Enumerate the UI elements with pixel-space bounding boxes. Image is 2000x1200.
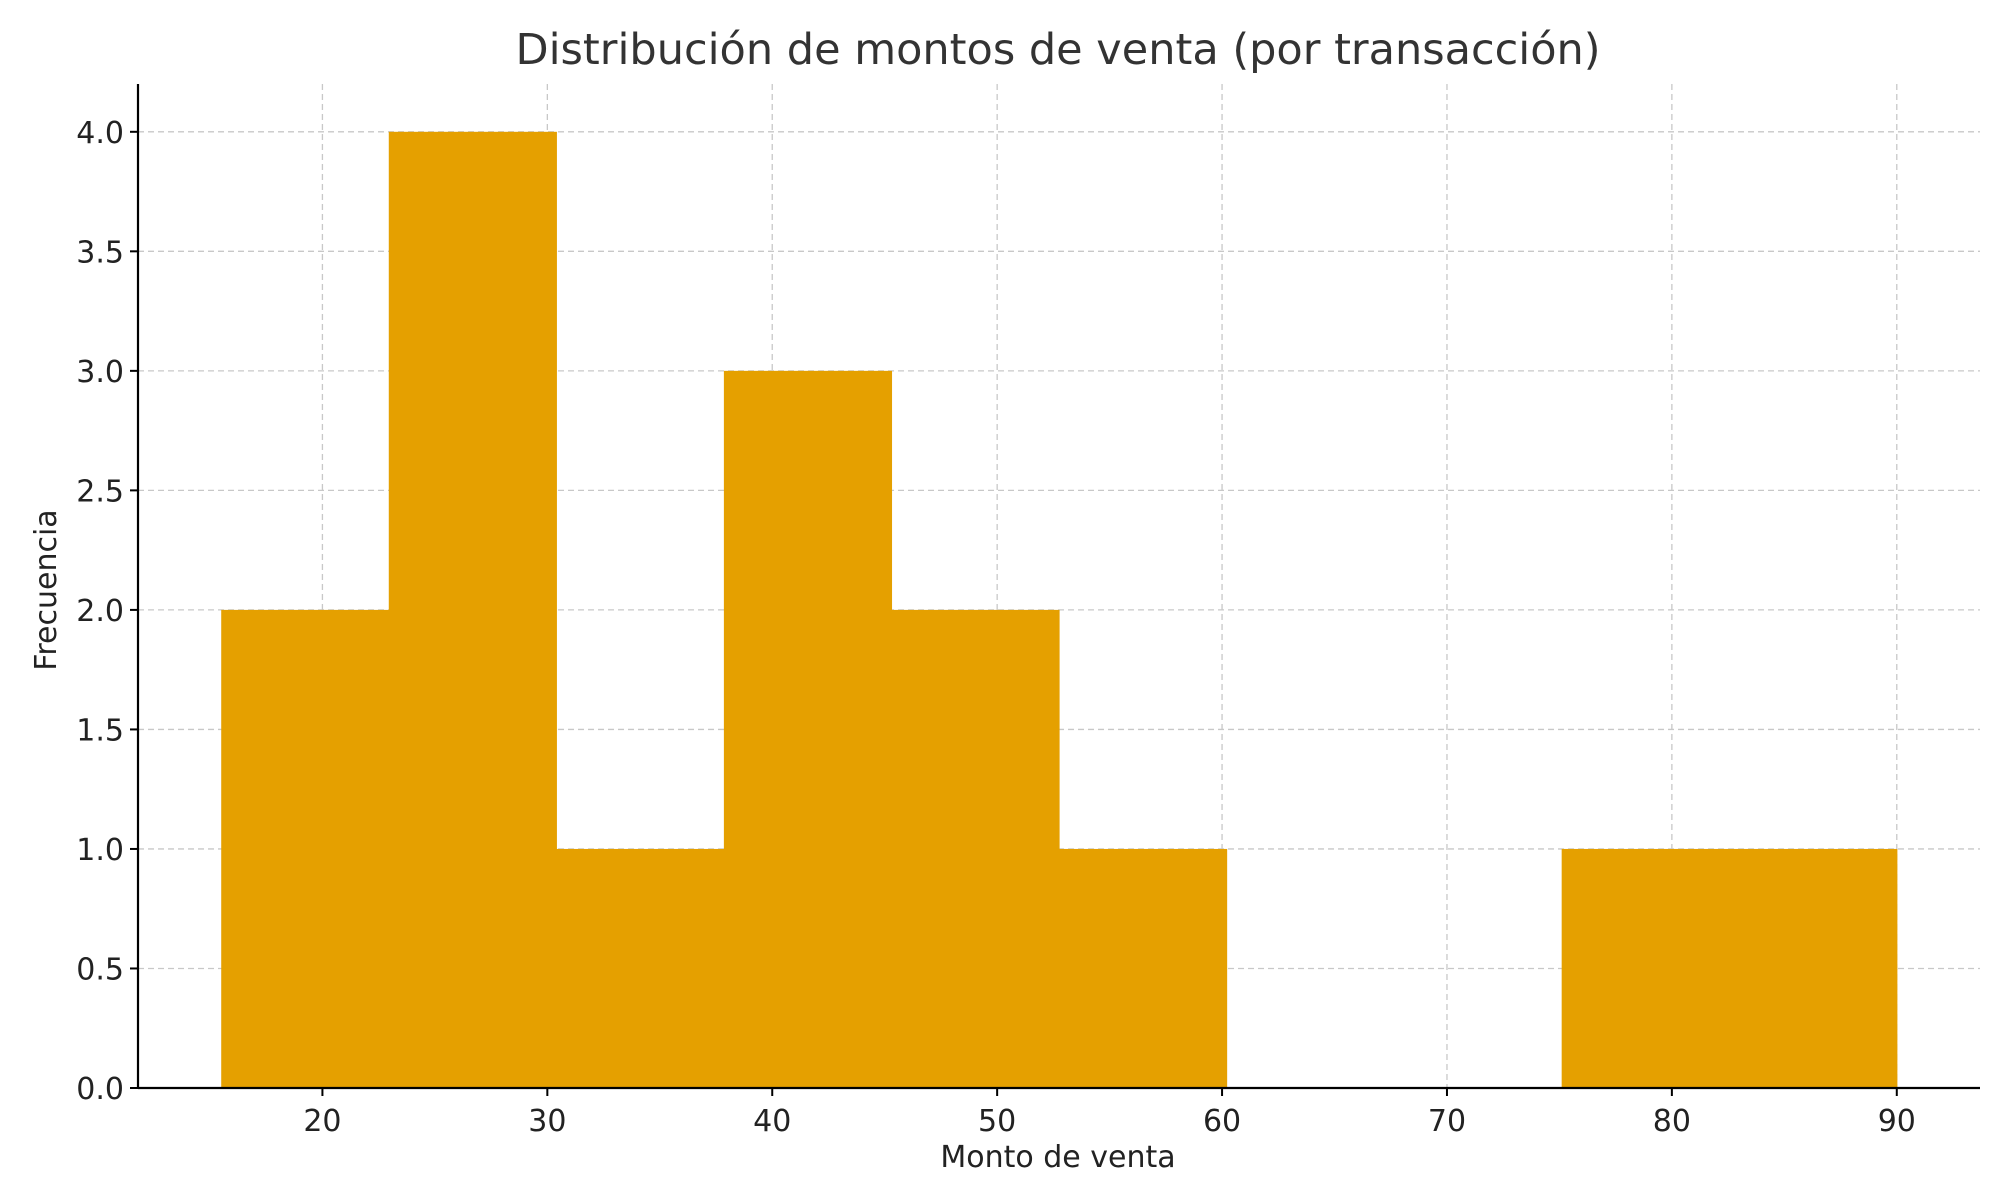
histogram-bar bbox=[388, 131, 557, 1089]
x-tick-label: 80 bbox=[1653, 1104, 1691, 1139]
y-tick-label: 3.0 bbox=[76, 355, 124, 390]
histogram-bars bbox=[221, 131, 1898, 1089]
histogram-bar bbox=[891, 609, 1060, 1088]
chart-title: Distribución de montos de venta (por tra… bbox=[515, 25, 1600, 75]
histogram-bar bbox=[723, 370, 893, 1088]
x-axis-label: Monto de venta bbox=[940, 1140, 1175, 1175]
tick-labels: 20 30 40 50 60 70 80 90 0.0 0.5 1.0 1.5 2.0 2.5 3.0 3.5… bbox=[76, 116, 1916, 1139]
histogram-bar bbox=[556, 848, 725, 1088]
histogram-bar bbox=[221, 609, 390, 1088]
x-tick-label: 60 bbox=[1203, 1104, 1241, 1139]
x-tick-label: 40 bbox=[753, 1104, 791, 1139]
x-tick-label: 20 bbox=[303, 1104, 341, 1139]
y-tick-label: 1.5 bbox=[76, 713, 124, 748]
x-tick-label: 30 bbox=[528, 1104, 566, 1139]
y-tick-label: 0.5 bbox=[76, 952, 124, 987]
y-tick-label: 2.0 bbox=[76, 594, 124, 629]
x-tick-label: 70 bbox=[1428, 1104, 1466, 1139]
y-tick-label: 3.5 bbox=[76, 235, 124, 270]
x-tick-label: 90 bbox=[1878, 1104, 1916, 1139]
y-tick-label: 4.0 bbox=[76, 116, 124, 151]
y-axis-label: Frecuencia bbox=[29, 509, 64, 670]
histogram-bar bbox=[1729, 848, 1898, 1088]
y-tick-label: 2.5 bbox=[76, 474, 124, 509]
x-tick-label: 50 bbox=[978, 1104, 1016, 1139]
y-tick-label: 1.0 bbox=[76, 833, 124, 868]
histogram-bar bbox=[1561, 848, 1730, 1088]
histogram-bar bbox=[1059, 848, 1228, 1088]
y-tick-label: 0.0 bbox=[76, 1072, 124, 1107]
axes bbox=[130, 84, 1980, 1096]
